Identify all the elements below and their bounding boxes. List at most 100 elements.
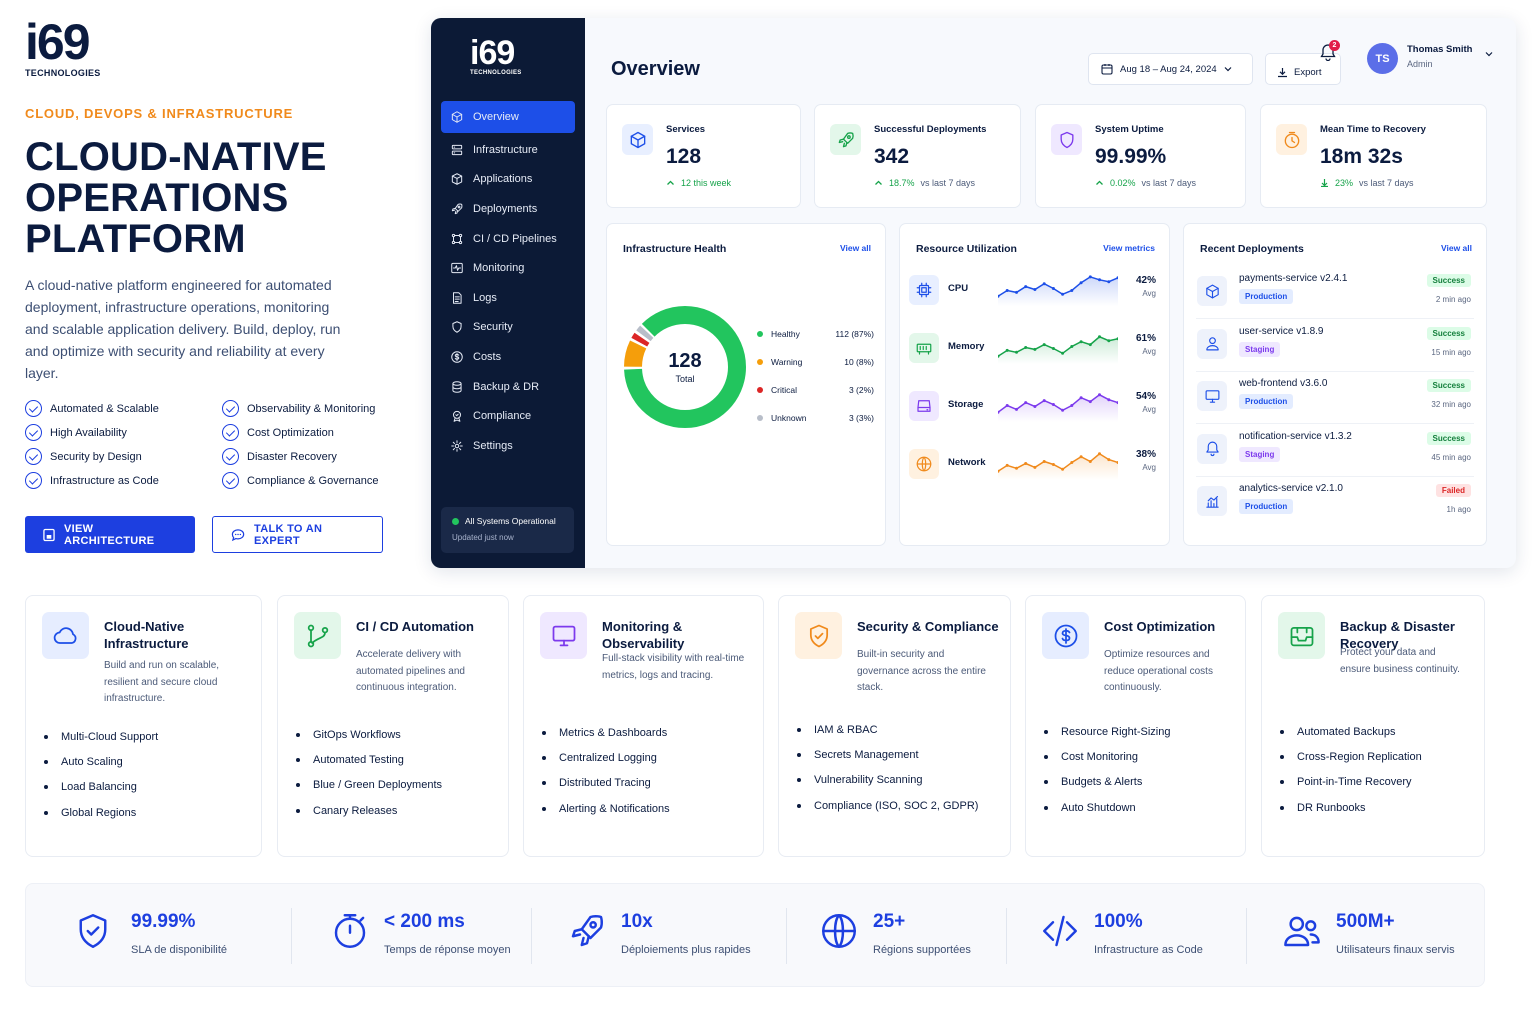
deployment-row[interactable]: notification-service v1.3.2 Staging Succ… bbox=[1196, 427, 1474, 477]
stat-label: Déploiements plus rapides bbox=[621, 944, 751, 956]
nav-icon bbox=[450, 172, 464, 186]
list-item: Alerting & Notifications bbox=[542, 796, 670, 821]
sidebar-item-security[interactable]: Security bbox=[441, 313, 575, 343]
nav-icon bbox=[450, 439, 464, 453]
environment-badge: Production bbox=[1239, 499, 1294, 514]
rocket-icon bbox=[838, 131, 854, 147]
sidebar-item-logs[interactable]: Logs bbox=[441, 283, 575, 313]
sparkline-point bbox=[1107, 280, 1111, 284]
sparkline-point bbox=[1070, 461, 1074, 464]
sparkline-point bbox=[1042, 282, 1046, 286]
list-item: Secrets Management bbox=[797, 742, 978, 767]
cpu-icon bbox=[916, 282, 932, 298]
stat-icon bbox=[566, 910, 608, 952]
deployment-icon bbox=[1197, 433, 1227, 464]
deployment-row[interactable]: analytics-service v2.1.0 Production Fail… bbox=[1196, 479, 1474, 529]
capability-card[interactable]: Cloud-Native Infrastructure Build and ru… bbox=[25, 595, 262, 857]
sidebar-item-compliance[interactable]: Compliance bbox=[441, 401, 575, 431]
legend-item: Warning 10 (8%) bbox=[757, 348, 874, 376]
stat-item: 99.99% SLA de disponibilité bbox=[72, 884, 272, 988]
resource-row[interactable]: Storage 54% Avg bbox=[908, 388, 1156, 428]
stat-item: 25+ Régions supportées bbox=[818, 884, 1018, 988]
capability-card[interactable]: Backup & Disaster Recovery Protect your … bbox=[1261, 595, 1485, 857]
storage-icon bbox=[917, 400, 931, 412]
notifications-button[interactable]: 2 bbox=[1320, 40, 1340, 61]
resource-percent: 42% bbox=[1135, 275, 1156, 286]
kpi-card[interactable]: Services 128 12 this week bbox=[606, 104, 801, 208]
donut-segment-healthy[interactable] bbox=[620, 302, 750, 432]
capability-card[interactable]: Security & Compliance Built-in security … bbox=[778, 595, 1011, 857]
avatar[interactable]: TS bbox=[1367, 43, 1398, 74]
shield-check-icon bbox=[79, 914, 107, 948]
kpi-card[interactable]: Successful Deployments 342 18.7% vs last … bbox=[814, 104, 1021, 208]
user-icon bbox=[1205, 337, 1219, 351]
kpi-label: Successful Deployments bbox=[874, 124, 987, 135]
resource-avg-label: Avg bbox=[1142, 463, 1156, 472]
chat-icon bbox=[231, 528, 245, 541]
sidebar-item-costs[interactable]: Costs bbox=[441, 342, 575, 372]
list-item: Multi-Cloud Support bbox=[44, 724, 158, 749]
sidebar-item-label: Costs bbox=[473, 350, 502, 363]
date-range-picker[interactable]: Aug 18 – Aug 24, 2024 bbox=[1088, 53, 1253, 85]
capability-card[interactable]: Cost Optimization Optimize resources and… bbox=[1025, 595, 1246, 857]
sparkline-point bbox=[1070, 345, 1074, 348]
kpi-card[interactable]: Mean Time to Recovery 18m 32s 23% vs last… bbox=[1260, 104, 1487, 208]
stats-band: 99.99% SLA de disponibilité < 200 ms Tem… bbox=[25, 883, 1485, 987]
deployment-row[interactable]: payments-service v2.4.1 Production Succe… bbox=[1196, 269, 1474, 319]
resource-row[interactable]: Memory 61% Avg bbox=[908, 330, 1156, 370]
sparkline-point bbox=[1051, 463, 1055, 466]
resource-name: Storage bbox=[948, 399, 984, 410]
user-menu[interactable]: Thomas Smith Admin bbox=[1407, 44, 1472, 69]
monitor-icon bbox=[1205, 389, 1219, 403]
rocket-icon bbox=[451, 203, 463, 215]
sidebar-item-ci-cd-pipelines[interactable]: CI / CD Pipelines bbox=[441, 224, 575, 254]
kpi-delta: 0.02% vs last 7 days bbox=[1095, 178, 1196, 188]
sparkline-point bbox=[1024, 346, 1028, 349]
view-architecture-button[interactable]: VIEW ARCHITECTURE bbox=[25, 516, 195, 553]
kpi-card[interactable]: System Uptime 99.99% 0.02% vs last 7 days bbox=[1035, 104, 1246, 208]
feature-item: Automated & Scalable bbox=[25, 400, 222, 417]
kpi-value: 99.99% bbox=[1095, 145, 1167, 168]
capability-card[interactable]: Monitoring & Observability Full-stack vi… bbox=[523, 595, 764, 857]
deployment-row[interactable]: user-service v1.8.9 Staging Success 15 m… bbox=[1196, 322, 1474, 372]
capability-card[interactable]: CI / CD Automation Accelerate delivery w… bbox=[277, 595, 509, 857]
view-metrics-link[interactable]: View metrics bbox=[1103, 243, 1155, 253]
sidebar-item-deployments[interactable]: Deployments bbox=[441, 194, 575, 224]
deployment-row[interactable]: web-frontend v3.6.0 Production Success 3… bbox=[1196, 374, 1474, 424]
sidebar-item-overview[interactable]: Overview bbox=[441, 101, 575, 133]
legend-item: Healthy 112 (87%) bbox=[757, 320, 874, 348]
card-title: Backup & Disaster Recovery bbox=[1340, 619, 1455, 651]
environment-badge: Production bbox=[1239, 289, 1294, 304]
stat-icon bbox=[1281, 910, 1323, 952]
sidebar-item-monitoring[interactable]: Monitoring bbox=[441, 253, 575, 283]
resource-row[interactable]: CPU 42% Avg bbox=[908, 272, 1156, 312]
sidebar-nav: Overview Infrastructure Applications Deploy… bbox=[441, 101, 575, 461]
company-logo[interactable]: i69 TECHNOLOGIES bbox=[25, 17, 405, 78]
card-title: Cost Optimization bbox=[1104, 619, 1216, 634]
resource-row[interactable]: Network 38% Avg bbox=[908, 446, 1156, 486]
sidebar-item-label: Backup & DR bbox=[473, 380, 540, 393]
resource-utilization-panel: Resource Utilization View metrics CPU 42… bbox=[899, 223, 1170, 546]
sidebar-item-infrastructure[interactable]: Infrastructure bbox=[441, 135, 575, 165]
kpi-value: 342 bbox=[874, 145, 910, 168]
view-all-link[interactable]: View all bbox=[839, 243, 871, 253]
talk-to-expert-label: TALK TO AN EXPERT bbox=[254, 522, 323, 547]
chart-icon bbox=[1205, 495, 1219, 508]
talk-to-expert-button[interactable]: TALK TO AN EXPERT bbox=[212, 516, 383, 553]
sidebar-item-settings[interactable]: Settings bbox=[441, 431, 575, 461]
check-circle-icon bbox=[25, 424, 42, 441]
kpi-delta-value: 0.02% bbox=[1110, 178, 1136, 188]
deployment-icon bbox=[1197, 381, 1227, 411]
sidebar-item-backup-dr[interactable]: Backup & DR bbox=[441, 372, 575, 402]
chevron-down-icon[interactable] bbox=[1485, 51, 1493, 57]
view-all-link[interactable]: View all bbox=[1440, 243, 1472, 253]
stat-divider bbox=[531, 908, 532, 964]
sparkline-point bbox=[1061, 351, 1065, 355]
kpi-delta-compare: vs last 7 days bbox=[1141, 178, 1197, 188]
export-button[interactable]: Export bbox=[1265, 53, 1341, 85]
resource-icon bbox=[909, 275, 939, 305]
sidebar-logo[interactable]: i69 TECHNOLOGIES bbox=[470, 36, 522, 76]
sidebar-item-applications[interactable]: Applications bbox=[441, 165, 575, 195]
globe-icon bbox=[822, 914, 856, 948]
sparkline-point bbox=[1024, 462, 1028, 465]
